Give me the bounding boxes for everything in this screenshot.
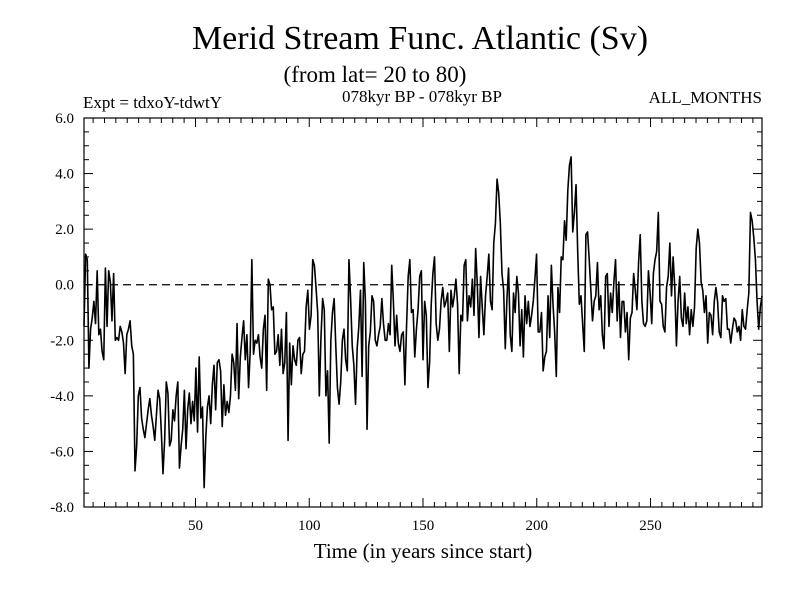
x-tick-label: 50: [188, 518, 203, 534]
x-tick-label: 100: [298, 518, 321, 534]
x-tick-label: 150: [412, 518, 435, 534]
experiment-label: Expt = tdxoY-tdwtY: [83, 93, 222, 112]
x-axis-label: Time (in years since start): [314, 539, 533, 563]
months-label: ALL_MONTHS: [649, 88, 762, 107]
y-tick-label: 6.0: [55, 111, 74, 127]
x-tick-label: 200: [526, 518, 549, 534]
y-tick-label: 0.0: [55, 278, 74, 294]
y-tick-label: 2.0: [55, 222, 74, 238]
chart-subtitle: (from lat= 20 to 80): [284, 62, 467, 87]
y-tick-label: -4.0: [50, 389, 74, 405]
axis-tick-labels: 50 100 150 200 250 -8.0 -6.0 -4.0 -2.0 0.0 2.0 4.0 6…: [50, 111, 662, 534]
x-tick-label: 250: [639, 518, 662, 534]
y-tick-label: -2.0: [50, 333, 74, 349]
chart-title: Merid Stream Func. Atlantic (Sv): [192, 20, 648, 57]
period-label: 078kyr BP - 078kyr BP: [342, 87, 502, 106]
series-line: [83, 156, 763, 489]
y-tick-label: 4.0: [55, 167, 74, 183]
y-tick-label: -8.0: [50, 500, 74, 516]
y-tick-label: -6.0: [50, 444, 74, 460]
plot-frame: [83, 117, 763, 508]
